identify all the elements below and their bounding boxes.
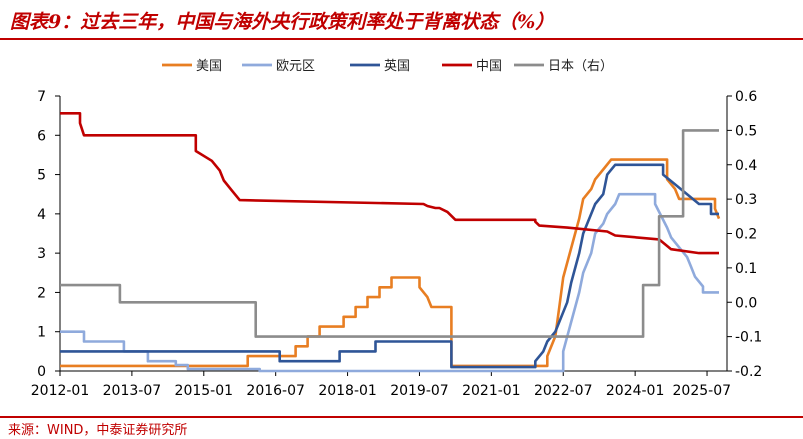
- y-right-tick-label: 0.6: [735, 89, 757, 105]
- y-right-tick-label: 0.5: [735, 123, 757, 139]
- x-tick-label: 2022-07: [534, 383, 593, 399]
- y-right-tick-label: 0.0: [735, 295, 757, 311]
- legend-label-2: 英国: [384, 59, 410, 74]
- series-line-2: [60, 163, 719, 369]
- x-tick-label: 2016-07: [246, 383, 305, 399]
- y-right-tick-label: 0.2: [735, 227, 757, 243]
- chart-title: 图表9：过去三年，中国与海外央行政策利率处于背离状态（%）: [10, 11, 555, 33]
- y-left-tick-label: 7: [37, 89, 46, 105]
- x-tick-label: 2015-01: [175, 383, 234, 399]
- series-line-4: [60, 129, 719, 338]
- y-right-tick-label: 0.3: [735, 192, 757, 208]
- x-tick-label: 2021-01: [462, 383, 521, 399]
- source-note: 来源：WIND，中泰证券研究所: [8, 423, 188, 438]
- x-tick-label: 2013-07: [103, 383, 162, 399]
- legend: 美国 欧元区 英国 中国 日本（右）: [162, 59, 613, 74]
- y-left-tick-label: 0: [37, 364, 46, 380]
- x-tick-label: 2024-01: [606, 383, 665, 399]
- y-left-tick-label: 5: [37, 168, 46, 184]
- y-left-tick-label: 4: [37, 207, 46, 223]
- y-left-tick-label: 1: [37, 325, 46, 341]
- y-left-tick-label: 2: [37, 285, 46, 301]
- source-rule: [0, 416, 803, 418]
- x-tick-label: 2025-07: [673, 383, 732, 399]
- legend-label-0: 美国: [196, 59, 222, 74]
- x-tick-label: 2012-01: [31, 383, 90, 399]
- y-right-tick-label: -0.2: [735, 364, 762, 380]
- title-bar: 图表9：过去三年，中国与海外央行政策利率处于背离状态（%）: [0, 0, 803, 40]
- series-line-0: [60, 158, 721, 368]
- y-right-tick-label: 0.4: [735, 158, 757, 174]
- y-right-tick-label: 0.1: [735, 261, 757, 277]
- series-lines: [60, 112, 721, 373]
- title-rule: [0, 38, 803, 40]
- legend-label-4: 日本（右）: [548, 59, 613, 74]
- y-right-tick-label: -0.1: [735, 330, 762, 346]
- series-line-3: [60, 112, 719, 255]
- x-tick-label: 2019-07: [390, 383, 449, 399]
- line-chart: 美国 欧元区 英国 中国 日本（右） 0 1 2 3 4 5 6 7 -0.2 -0.1 0.0 0.1 0.2…: [31, 59, 763, 399]
- legend-label-3: 中国: [476, 59, 502, 74]
- x-tick-label: 2018-01: [318, 383, 377, 399]
- y-left-tick-label: 6: [37, 128, 46, 144]
- legend-label-1: 欧元区: [276, 59, 315, 74]
- y-left-tick-label: 3: [37, 246, 46, 262]
- series-line-1: [60, 192, 719, 373]
- axes: 0 1 2 3 4 5 6 7 -0.2 -0.1 0.0 0.1 0.2 0.3 0.4 0.5 0.6 201…: [31, 89, 763, 399]
